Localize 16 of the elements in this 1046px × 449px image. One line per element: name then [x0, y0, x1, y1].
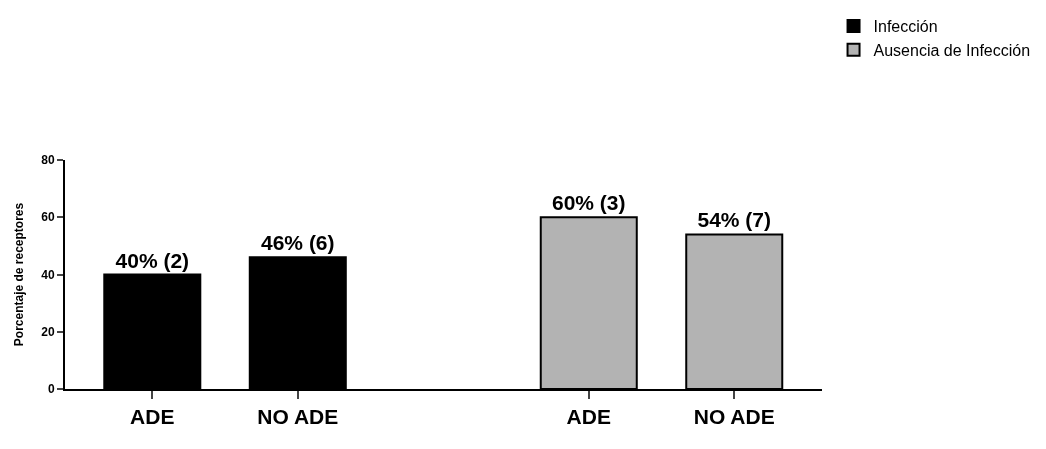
- data-label: 46% (6): [261, 231, 335, 255]
- data-label: 54% (7): [697, 208, 772, 232]
- y-tick-label: 0: [47, 382, 55, 397]
- x-tick-label: NO ADE: [257, 405, 339, 429]
- x-tick-label: ADE: [566, 405, 611, 429]
- y-tick-label: 60: [41, 210, 55, 225]
- y-tick-label: 20: [41, 324, 55, 339]
- x-tick-label: ADE: [130, 405, 175, 429]
- y-tick-label: 40: [41, 267, 55, 282]
- data-label: 40% (2): [115, 248, 190, 272]
- x-tick-label: NO ADE: [693, 405, 775, 429]
- y-tick-label: 80: [41, 153, 55, 168]
- data-label: 60% (3): [551, 191, 626, 215]
- legend-label: Infección: [873, 18, 938, 36]
- y-axis-title: Porcentaje de receptores: [12, 202, 27, 347]
- legend-label: Ausencia de Infección: [873, 41, 1031, 59]
